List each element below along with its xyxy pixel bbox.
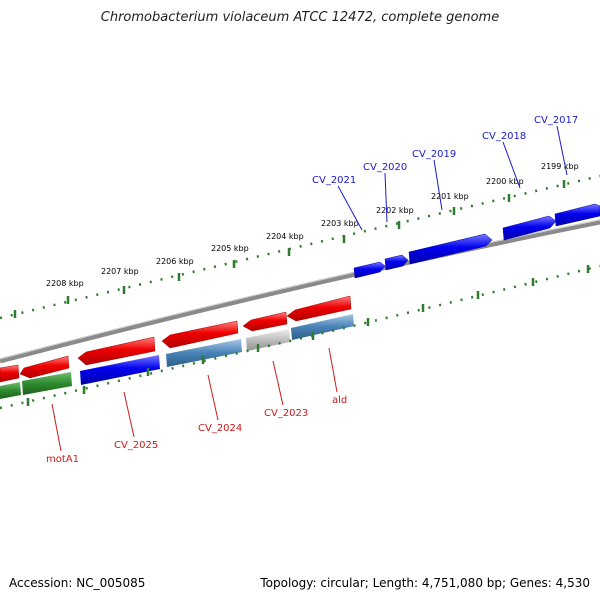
genome-backbone-highlight: [0, 219, 600, 360]
scale-label: 2200 kbp: [486, 177, 524, 186]
genome-backbone: [0, 219, 600, 364]
gene-CV_2024[interactable]: [161, 320, 239, 349]
scale-label: 2199 kbp: [541, 162, 579, 171]
leader-CV_2018: [502, 141, 521, 189]
forward-strand-track: [353, 203, 600, 279]
scale-label: 2203 kbp: [321, 219, 359, 228]
gene-CV_2017[interactable]: [554, 203, 600, 227]
gene-label-CV_2021[interactable]: CV_2021: [312, 175, 356, 186]
gene-CV_2020[interactable]: [384, 254, 409, 271]
gene-motA1[interactable]: [19, 355, 70, 379]
feature-green-left[interactable]: [0, 382, 21, 399]
leader-CV_2021: [337, 185, 363, 231]
leader-CV_2020: [384, 172, 388, 223]
accession-text: Accession: NC_005085: [9, 576, 146, 590]
gene-label-CV_2019[interactable]: CV_2019: [412, 149, 456, 160]
gene-ald[interactable]: [286, 295, 352, 322]
gene-label-CV_2017[interactable]: CV_2017: [534, 115, 578, 126]
leader-CV_2019: [433, 159, 443, 211]
scale-label: 2201 kbp: [431, 192, 469, 201]
feature-steel-1[interactable]: [166, 339, 242, 367]
outer-scale-major-ticks: [13, 180, 566, 318]
gene-label-CV_2024[interactable]: CV_2024: [198, 423, 242, 434]
scale-label: 2204 kbp: [266, 232, 304, 241]
reverse-strand-track: [0, 295, 352, 383]
gene-label-CV_2018[interactable]: CV_2018: [482, 131, 526, 142]
feature-steel-2[interactable]: [291, 314, 354, 340]
scale-label: 2202 kbp: [376, 206, 414, 215]
gene-CV_2021[interactable]: [353, 261, 386, 279]
feature-green[interactable]: [22, 372, 72, 395]
gene-CV_2018[interactable]: [502, 215, 557, 241]
gene-CV_2023[interactable]: [242, 311, 288, 332]
leader-CV_2024: [207, 374, 219, 421]
leader-ald: [328, 347, 338, 393]
gene-CV_2025[interactable]: [77, 336, 156, 366]
gene-partial-left[interactable]: [0, 364, 20, 383]
leader-CV_2023: [272, 360, 284, 406]
outer-scale-ruler: [0, 174, 600, 320]
gene-CV_2019[interactable]: [408, 233, 493, 265]
scale-label: 2208 kbp: [46, 279, 84, 288]
gene-label-CV_2025[interactable]: CV_2025: [114, 440, 158, 451]
leader-CV_2017: [556, 125, 568, 176]
feature-grey[interactable]: [246, 329, 290, 351]
genome-summary-text: Topology: circular; Length: 4,751,080 bp…: [260, 576, 590, 590]
feature-blue[interactable]: [80, 355, 160, 385]
inner-scale-major-ticks: [26, 265, 590, 406]
gene-label-motA1[interactable]: motA1: [46, 454, 79, 465]
gene-label-ald[interactable]: ald: [332, 395, 347, 406]
scale-label: 2207 kbp: [101, 267, 139, 276]
map-title: Chromobacterium violaceum ATCC 12472, co…: [100, 10, 500, 25]
gene-label-CV_2023[interactable]: CV_2023: [264, 408, 308, 419]
scale-label: 2205 kbp: [211, 244, 249, 253]
leader-motA1: [51, 403, 62, 452]
feature-track: [0, 314, 354, 399]
gene-label-CV_2020[interactable]: CV_2020: [363, 162, 407, 173]
scale-label: 2206 kbp: [156, 257, 194, 266]
leader-CV_2025: [123, 391, 135, 438]
